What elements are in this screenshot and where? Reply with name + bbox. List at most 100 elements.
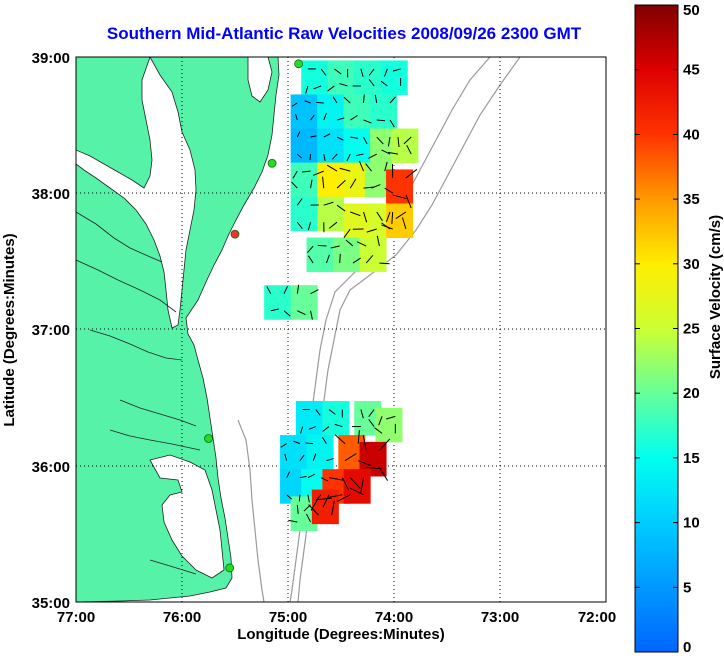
velocity-cell (317, 196, 345, 232)
velocity-vector (343, 228, 351, 239)
velocity-vector (368, 409, 375, 418)
velocity-vector (349, 178, 357, 189)
velocity-vector (384, 68, 388, 77)
velocity-vector (339, 83, 348, 87)
velocity-cell (290, 285, 318, 320)
velocity-vector (384, 161, 388, 172)
velocity-vector (296, 198, 303, 206)
x-tick-label: 74:00 (375, 609, 413, 626)
velocity-vector (305, 442, 314, 445)
colorbar-tick-label: 40 (683, 126, 700, 143)
velocity-vector (368, 79, 375, 87)
velocity-vector (378, 416, 383, 426)
velocity-vector (300, 426, 304, 434)
y-tick-label: 38:00 (32, 186, 70, 203)
velocity-vector (350, 211, 361, 217)
velocity-cell (280, 435, 308, 470)
velocity-vector (363, 119, 372, 124)
velocity-vector (406, 144, 412, 155)
velocity-cell (386, 169, 414, 204)
velocity-vector (296, 504, 299, 514)
velocity-vector (302, 170, 311, 173)
velocity-vector (323, 201, 334, 206)
velocity-vector (326, 164, 338, 172)
velocity-vector (296, 284, 300, 294)
velocity-vector (374, 94, 378, 104)
colorbar-tick-label: 25 (683, 321, 700, 338)
velocity-cell (264, 285, 292, 320)
velocity-cell (333, 237, 361, 273)
velocity-vector (346, 153, 351, 162)
velocity-cell (295, 401, 323, 436)
velocity-vector (350, 136, 358, 139)
pamlico-sound (149, 454, 225, 579)
velocity-vector (392, 68, 401, 72)
velocity-vector (379, 438, 391, 451)
velocity-cell (343, 94, 371, 130)
radar-station-marker (204, 434, 213, 443)
velocity-vector (308, 504, 319, 516)
velocity-vector (360, 68, 364, 77)
velocity-vector (336, 117, 345, 121)
velocity-vector (266, 286, 272, 294)
colorbar-label: Surface Velocity (cm/s) (707, 215, 724, 379)
velocity-vector (310, 179, 313, 189)
velocity-vector (320, 68, 327, 76)
velocity-vector (322, 436, 327, 444)
velocity-field (264, 60, 419, 531)
velocity-vector (315, 494, 322, 501)
velocity-cell (343, 469, 371, 504)
velocity-vector (344, 453, 357, 462)
colorbar-tick-label: 45 (683, 62, 700, 79)
x-tick-label: 73:00 (481, 609, 519, 626)
velocity-vector (328, 409, 336, 415)
velocity-vectors (266, 68, 418, 523)
plot-frame (75, 56, 607, 603)
velocity-vector (391, 211, 394, 224)
velocity-vector (339, 167, 351, 172)
velocity-vector (328, 477, 343, 481)
velocity-vector (310, 114, 315, 121)
velocity-vector (350, 115, 358, 121)
velocity-vector (316, 101, 324, 104)
radar-station-marker (230, 229, 240, 239)
velocity-vector (389, 119, 395, 128)
velocity-vector (379, 262, 390, 265)
velocity-vector (332, 96, 338, 104)
velocity-vector (307, 222, 312, 231)
velocity-vector (405, 168, 418, 179)
colorbar-tick-label: 15 (683, 450, 700, 467)
colorbar-gradient (634, 4, 679, 653)
velocity-vector (307, 494, 310, 503)
velocity-cell (306, 237, 334, 273)
y-tick-label: 37:00 (32, 322, 70, 339)
velocity-cell (354, 60, 382, 95)
colorbar-tick-label: 10 (683, 515, 700, 532)
hf-radar-stations (204, 59, 304, 573)
velocity-vector (295, 113, 298, 121)
colorbar-tick-label: 50 (683, 2, 700, 19)
velocity-vector (331, 500, 335, 516)
velocity-vector (357, 430, 360, 444)
radar-station-marker (294, 59, 304, 69)
velocity-cell (301, 60, 329, 95)
velocity-cell (322, 401, 350, 436)
velocity-vector (283, 310, 291, 317)
chart-title: Southern Mid-Atlantic Raw Velocities 200… (107, 24, 582, 43)
velocity-vector (343, 96, 351, 104)
velocity-cell (290, 128, 318, 164)
velocity-vector (296, 153, 303, 159)
velocity-vector (293, 440, 301, 445)
velocity-vector (395, 211, 407, 219)
velocity-cell (375, 407, 403, 443)
y-axis: 39:00 38:00 37:00 36:00 35:00 Latitude (… (1, 50, 70, 612)
velocity-vector (385, 211, 391, 223)
velocity-vector (345, 239, 354, 247)
velocity-vector (403, 136, 412, 145)
velocity-vector (313, 85, 322, 90)
velocity-vector (374, 427, 383, 434)
velocity-vector (368, 419, 375, 427)
velocity-vector (381, 149, 391, 155)
velocity-vector (297, 310, 306, 316)
velocity-vector (298, 494, 301, 502)
